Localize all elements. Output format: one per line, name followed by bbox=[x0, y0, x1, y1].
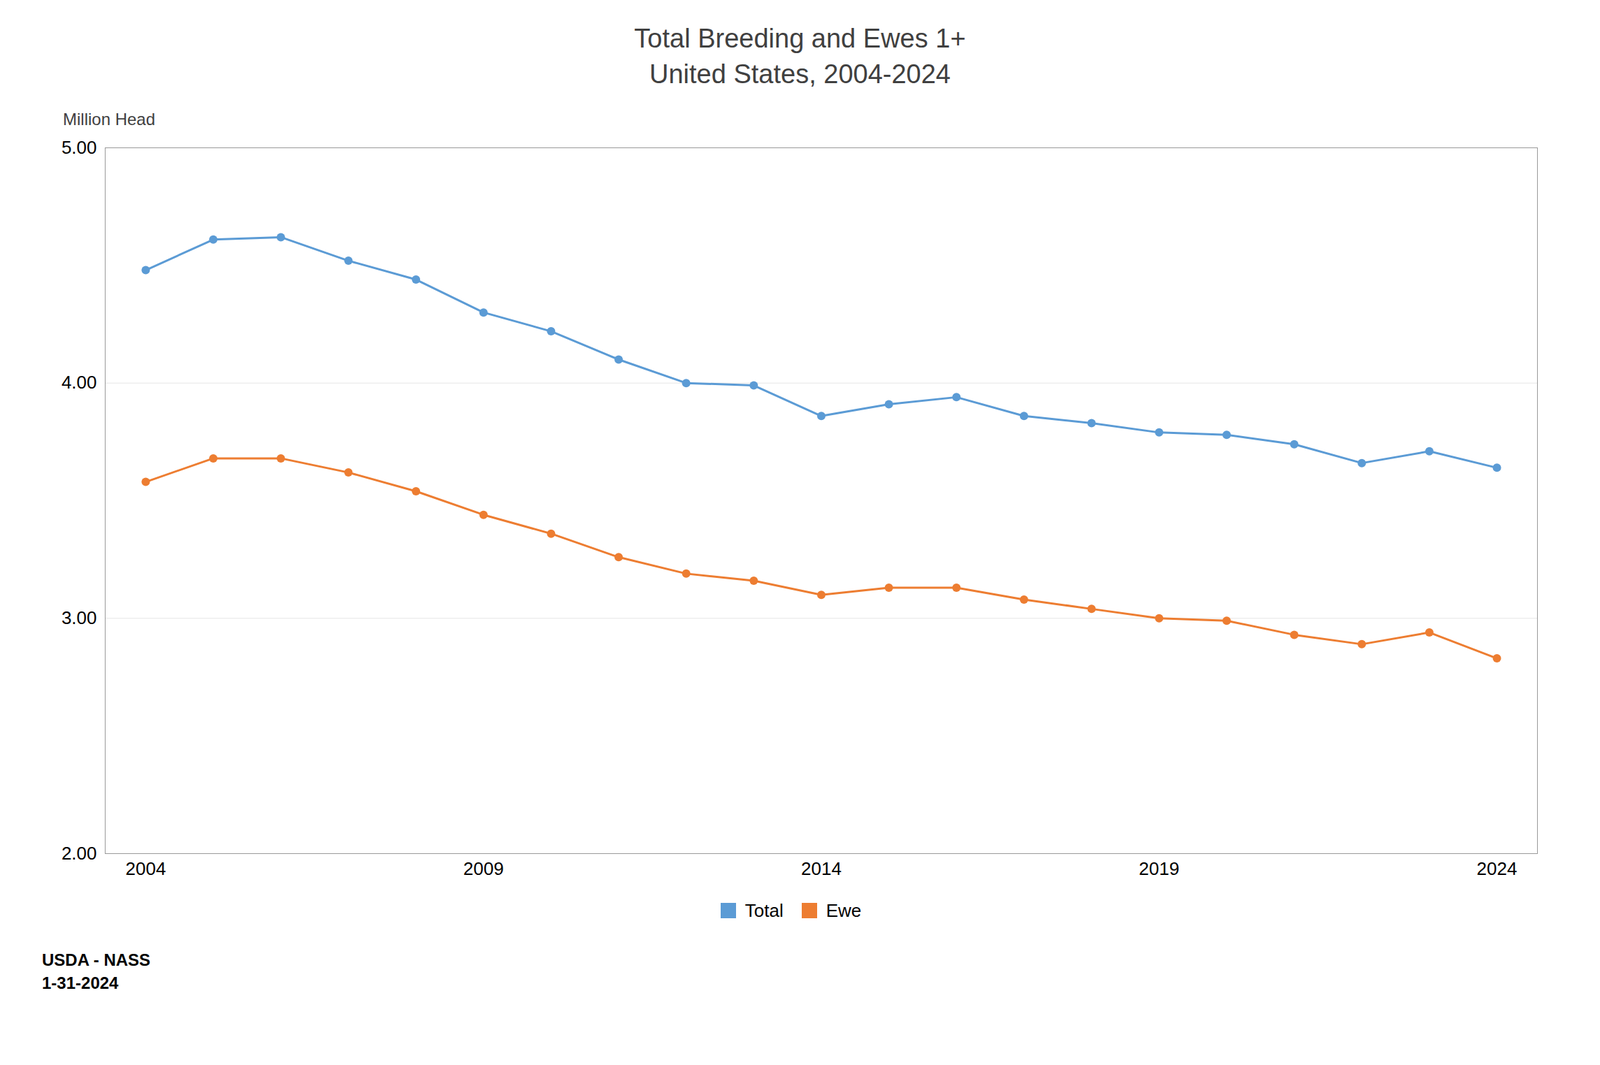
svg-text:2024: 2024 bbox=[1476, 858, 1518, 880]
html-text:USDA - NASS: USDA - NASS bbox=[41, 950, 151, 970]
svg-text:5.00: 5.00 bbox=[61, 136, 98, 158]
html-text:United States, 2004-2024: United States, 2004-2024 bbox=[649, 59, 951, 89]
html-text:Total: Total bbox=[744, 900, 784, 921]
html-text:Ewe: Ewe bbox=[826, 900, 862, 921]
svg-text:2009: 2009 bbox=[463, 858, 504, 880]
svg-text:4.00: 4.00 bbox=[61, 371, 98, 393]
html-text:1-31-2024: 1-31-2024 bbox=[41, 973, 119, 993]
svg-text:2019: 2019 bbox=[1138, 858, 1180, 880]
html-text:Million Head: Million Head bbox=[62, 109, 156, 129]
svg-text:2.00: 2.00 bbox=[61, 842, 98, 864]
svg-text:3.00: 3.00 bbox=[61, 607, 98, 629]
svg-text:2014: 2014 bbox=[801, 858, 842, 880]
html-text:Total Breeding and Ewes 1+: Total Breeding and Ewes 1+ bbox=[634, 23, 966, 54]
svg-text:2004: 2004 bbox=[125, 858, 167, 880]
